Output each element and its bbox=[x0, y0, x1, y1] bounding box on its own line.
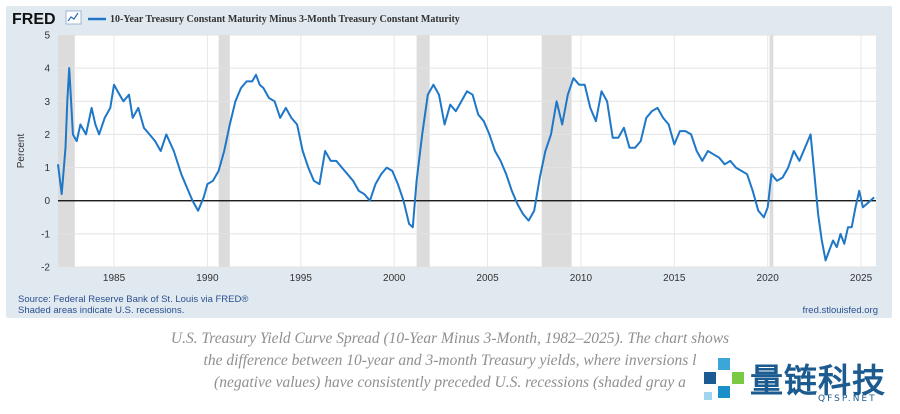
caption-line-2: the difference between 10-year and 3-mon… bbox=[203, 352, 697, 369]
x-tick-label: 1985 bbox=[103, 273, 126, 284]
fred-logo-graph-icon bbox=[65, 10, 82, 25]
y-tick-label: 4 bbox=[44, 64, 50, 75]
watermark: 量链科技 QFSP.NET bbox=[700, 352, 900, 412]
x-tick-label: 2020 bbox=[757, 273, 780, 284]
series-line-0 bbox=[57, 67, 875, 262]
recession-band-3 bbox=[541, 35, 572, 267]
x-tick-label: 2025 bbox=[850, 273, 873, 284]
site-link[interactable]: fred.stlouisfed.org bbox=[802, 305, 878, 316]
line-chart: FRED 10-Year Treasury Constant Maturity … bbox=[12, 10, 878, 316]
y-tick-label: -1 bbox=[41, 229, 50, 240]
x-axis-ticks: 1985 1990 1995 2000 2005 2010 2015 2020 2025 bbox=[103, 273, 873, 284]
figure-caption: U.S. Treasury Yield Curve Spread (10-Yea… bbox=[0, 328, 900, 394]
y-tick-label: 3 bbox=[44, 97, 50, 108]
watermark-logo-icon bbox=[704, 358, 744, 400]
legend-series-label: 10-Year Treasury Constant Maturity Minus… bbox=[110, 14, 460, 25]
watermark-subtext: QFSP.NET bbox=[818, 394, 877, 404]
caption-line-3: (negative values) have consistently prec… bbox=[214, 374, 686, 391]
fred-logo[interactable]: FRED bbox=[12, 11, 56, 28]
x-tick-label: 2015 bbox=[663, 273, 686, 284]
x-tick-label: 2010 bbox=[570, 273, 593, 284]
recession-band-2 bbox=[416, 35, 430, 267]
x-tick-label: 1990 bbox=[196, 273, 219, 284]
y-axis-label: Percent bbox=[16, 134, 27, 169]
y-tick-label: 2 bbox=[44, 130, 50, 141]
source-text: Source: Federal Reserve Bank of St. Loui… bbox=[18, 294, 248, 305]
y-tick-label: 0 bbox=[44, 196, 50, 207]
y-tick-label: 1 bbox=[44, 163, 50, 174]
x-tick-label: 1995 bbox=[290, 273, 313, 284]
plot-area bbox=[58, 35, 876, 267]
series-layer bbox=[57, 67, 875, 262]
recession-band-0 bbox=[58, 35, 75, 267]
y-axis-ticks: -2 -1 0 1 2 3 4 5 bbox=[41, 31, 50, 274]
watermark-text: 量链科技 bbox=[750, 361, 886, 400]
recession-band-4 bbox=[769, 35, 774, 267]
x-tick-label: 2005 bbox=[476, 273, 499, 284]
caption-line-1: U.S. Treasury Yield Curve Spread (10-Yea… bbox=[170, 330, 730, 347]
y-tick-label: -2 bbox=[41, 263, 50, 274]
x-tick-label: 2000 bbox=[383, 273, 406, 284]
recession-note: Shaded areas indicate U.S. recessions. bbox=[18, 305, 184, 316]
y-tick-label: 5 bbox=[44, 31, 50, 42]
